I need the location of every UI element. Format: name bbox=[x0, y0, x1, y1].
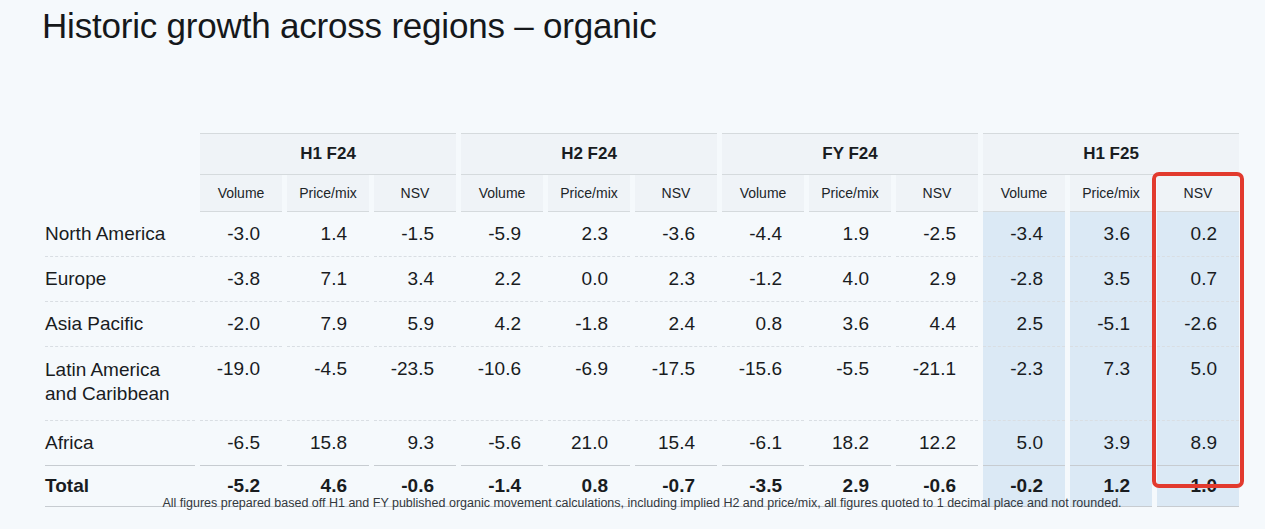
growth-table: H1 F24 H2 F24 FY F24 H1 F25 Volume Price… bbox=[40, 133, 1244, 507]
table-row-north-america: North America -3.0 1.4 -1.5 -5.9 2.3 -3.… bbox=[45, 212, 1239, 257]
table-group-header-row: H1 F24 H2 F24 FY F24 H1 F25 bbox=[45, 133, 1239, 175]
col-group-h2-f24: H2 F24 bbox=[461, 133, 717, 175]
col-header-volume: Volume bbox=[722, 175, 804, 212]
cell: -15.6 bbox=[722, 347, 804, 421]
cell: -23.5 bbox=[374, 347, 456, 421]
cell: 2.9 bbox=[896, 257, 978, 302]
cell: 0.0 bbox=[548, 257, 630, 302]
cell: 15.4 bbox=[635, 421, 717, 466]
table-row-africa: Africa -6.5 15.8 9.3 -5.6 21.0 15.4 -6.1… bbox=[45, 421, 1239, 466]
col-group-fy-f24: FY F24 bbox=[722, 133, 978, 175]
col-header-nsv: NSV bbox=[1157, 175, 1239, 212]
col-group-h1-f25: H1 F25 bbox=[983, 133, 1239, 175]
cell: 2.3 bbox=[635, 257, 717, 302]
cell-highlighted: -3.4 bbox=[983, 212, 1065, 257]
cell: -3.8 bbox=[200, 257, 282, 302]
page-title: Historic growth across regions – organic bbox=[42, 6, 656, 46]
cell: -2.5 bbox=[896, 212, 978, 257]
row-label: North America bbox=[45, 212, 195, 257]
table-subheader-row: Volume Price/mix NSV Volume Price/mix NS… bbox=[45, 175, 1239, 212]
cell: -21.1 bbox=[896, 347, 978, 421]
cell-highlighted: 5.0 bbox=[983, 421, 1065, 466]
col-header-price-mix: Price/mix bbox=[287, 175, 369, 212]
cell: 2.4 bbox=[635, 302, 717, 347]
cell: 3.6 bbox=[809, 302, 891, 347]
cell: -1.8 bbox=[548, 302, 630, 347]
row-label: Latin America and Caribbean bbox=[45, 347, 195, 421]
cell: -5.6 bbox=[461, 421, 543, 466]
col-header-volume: Volume bbox=[983, 175, 1065, 212]
cell: -4.4 bbox=[722, 212, 804, 257]
cell: -4.5 bbox=[287, 347, 369, 421]
cell: 1.4 bbox=[287, 212, 369, 257]
cell: -19.0 bbox=[200, 347, 282, 421]
cell: -6.9 bbox=[548, 347, 630, 421]
cell: 4.0 bbox=[809, 257, 891, 302]
cell-highlighted: -2.8 bbox=[983, 257, 1065, 302]
cell: -17.5 bbox=[635, 347, 717, 421]
col-group-h1-f24: H1 F24 bbox=[200, 133, 456, 175]
table-row-latin-america-and-caribbean: Latin America and Caribbean -19.0 -4.5 -… bbox=[45, 347, 1239, 421]
cell-highlighted: -2.3 bbox=[983, 347, 1065, 421]
col-header-price-mix: Price/mix bbox=[548, 175, 630, 212]
cell-highlighted: 0.2 bbox=[1157, 212, 1239, 257]
cell: -1.2 bbox=[722, 257, 804, 302]
cell-highlighted: 7.3 bbox=[1070, 347, 1152, 421]
cell: 15.8 bbox=[287, 421, 369, 466]
cell-highlighted: 3.5 bbox=[1070, 257, 1152, 302]
cell: 5.9 bbox=[374, 302, 456, 347]
cell: -10.6 bbox=[461, 347, 543, 421]
col-header-price-mix: Price/mix bbox=[1070, 175, 1152, 212]
cell-highlighted: 0.7 bbox=[1157, 257, 1239, 302]
cell: 4.2 bbox=[461, 302, 543, 347]
cell: 3.4 bbox=[374, 257, 456, 302]
cell: 0.8 bbox=[722, 302, 804, 347]
cell-highlighted: 5.0 bbox=[1157, 347, 1239, 421]
row-label: Asia Pacific bbox=[45, 302, 195, 347]
cell: -3.6 bbox=[635, 212, 717, 257]
cell: 2.3 bbox=[548, 212, 630, 257]
cell: -2.0 bbox=[200, 302, 282, 347]
growth-table-container: H1 F24 H2 F24 FY F24 H1 F25 Volume Price… bbox=[40, 133, 1244, 507]
cell: -1.5 bbox=[374, 212, 456, 257]
cell: 1.9 bbox=[809, 212, 891, 257]
corner-cell bbox=[45, 133, 195, 175]
cell: 4.4 bbox=[896, 302, 978, 347]
col-header-volume: Volume bbox=[200, 175, 282, 212]
table-row-europe: Europe -3.8 7.1 3.4 2.2 0.0 2.3 -1.2 4.0… bbox=[45, 257, 1239, 302]
cell: 7.9 bbox=[287, 302, 369, 347]
row-label: Africa bbox=[45, 421, 195, 466]
col-header-price-mix: Price/mix bbox=[809, 175, 891, 212]
table-row-asia-pacific: Asia Pacific -2.0 7.9 5.9 4.2 -1.8 2.4 0… bbox=[45, 302, 1239, 347]
footnote: All figures prepared based off H1 and FY… bbox=[40, 496, 1244, 510]
cell-highlighted: 2.5 bbox=[983, 302, 1065, 347]
col-header-nsv: NSV bbox=[635, 175, 717, 212]
cell: 7.1 bbox=[287, 257, 369, 302]
cell-highlighted: 3.6 bbox=[1070, 212, 1152, 257]
cell: -6.5 bbox=[200, 421, 282, 466]
cell: 12.2 bbox=[896, 421, 978, 466]
cell-highlighted: -2.6 bbox=[1157, 302, 1239, 347]
col-header-volume: Volume bbox=[461, 175, 543, 212]
cell: 2.2 bbox=[461, 257, 543, 302]
cell: 9.3 bbox=[374, 421, 456, 466]
col-header-nsv: NSV bbox=[896, 175, 978, 212]
cell: 21.0 bbox=[548, 421, 630, 466]
cell: -6.1 bbox=[722, 421, 804, 466]
cell: -5.5 bbox=[809, 347, 891, 421]
cell-highlighted: -5.1 bbox=[1070, 302, 1152, 347]
cell: -3.0 bbox=[200, 212, 282, 257]
corner-cell bbox=[45, 175, 195, 212]
col-header-nsv: NSV bbox=[374, 175, 456, 212]
cell-highlighted: 3.9 bbox=[1070, 421, 1152, 466]
cell: -5.9 bbox=[461, 212, 543, 257]
row-label: Europe bbox=[45, 257, 195, 302]
cell-highlighted: 8.9 bbox=[1157, 421, 1239, 466]
cell: 18.2 bbox=[809, 421, 891, 466]
